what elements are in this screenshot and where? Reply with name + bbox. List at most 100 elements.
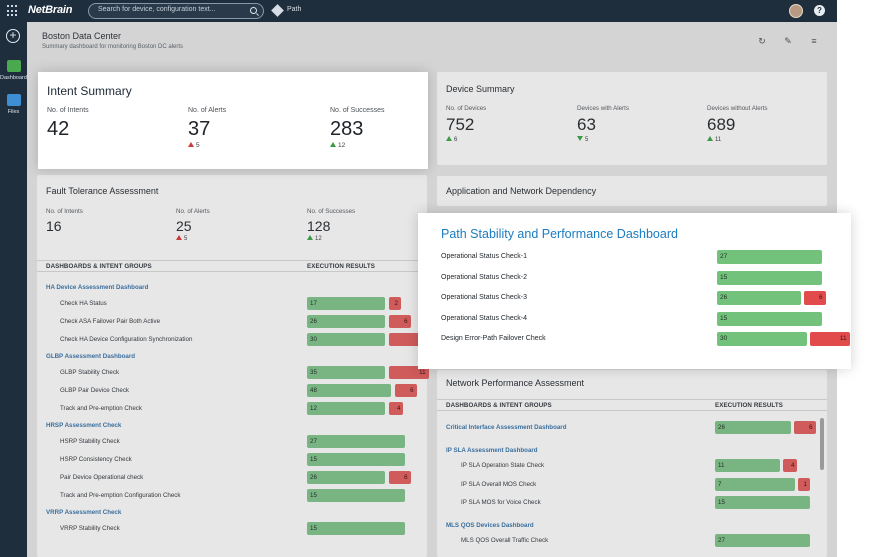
table-row[interactable]: IP SLA Operation State Check — [461, 462, 545, 469]
netbrain-logo[interactable]: NetBrain — [28, 4, 73, 16]
column-header-groups[interactable]: DASHBOARDS & INTENT GROUPS — [46, 263, 152, 270]
stat-value: 42 — [47, 118, 70, 140]
success-bar[interactable]: 35 — [307, 366, 385, 379]
alert-bar[interactable]: 11 — [810, 332, 850, 346]
table-row[interactable]: HSRP Stability Check — [60, 438, 120, 445]
table-row[interactable]: Operational Status Check-4 — [441, 314, 527, 322]
refresh-icon[interactable]: ↻ — [758, 36, 766, 46]
group-title[interactable]: IP SLA Assessment Dashboard — [446, 447, 538, 454]
stat-devices-without-alerts: Devices without Alerts 689 11 — [707, 105, 768, 143]
table-row[interactable]: GLBP Pair Device Check — [60, 387, 130, 394]
column-header-groups[interactable]: DASHBOARDS & INTENT GROUPS — [446, 402, 552, 409]
group-title[interactable]: GLBP Assessment Dashboard — [46, 353, 136, 360]
table-row[interactable]: IP SLA MOS for Voice Check — [461, 499, 541, 506]
success-bar[interactable]: 12 — [307, 402, 385, 415]
edit-icon[interactable]: ✎ — [784, 36, 792, 46]
success-bar[interactable]: 15 — [717, 311, 822, 326]
scrollbar[interactable] — [820, 418, 824, 470]
success-bar[interactable]: 26 — [307, 471, 385, 484]
success-bar[interactable]: 48 — [307, 384, 391, 397]
alert-bar[interactable]: 2 — [389, 297, 401, 310]
stat-delta: 5 — [577, 136, 629, 143]
avatar[interactable] — [789, 4, 803, 18]
stat-value: 25 — [176, 218, 192, 234]
success-bar[interactable]: 26 — [717, 291, 801, 305]
alert-bar[interactable]: 6 — [395, 384, 417, 397]
success-bar[interactable]: 15 — [307, 489, 405, 502]
stat-label: No. of Alerts — [188, 107, 227, 114]
alert-bar[interactable]: 6 — [389, 471, 411, 484]
success-bar[interactable]: 27 — [307, 435, 405, 448]
dashboard-icon — [6, 60, 21, 72]
table-row[interactable]: Check HA Status — [60, 300, 107, 307]
alert-bar[interactable]: 11 — [389, 366, 429, 379]
success-bar[interactable]: 27 — [715, 533, 810, 547]
stat-label: Devices with Alerts — [577, 105, 629, 112]
success-bar[interactable]: 26 — [715, 421, 791, 434]
group-title[interactable]: MLS QOS Devices Dashboard — [446, 521, 534, 529]
group-title[interactable]: VRRP Assessment Check — [46, 509, 122, 516]
top-bar: NetBrain Search for device, configuratio… — [0, 0, 837, 22]
alert-bar[interactable]: 6 — [794, 421, 816, 434]
help-icon[interactable]: ? — [814, 5, 825, 16]
group-title[interactable]: HA Device Assessment Dashboard — [46, 284, 149, 291]
stat-delta: 5 — [176, 235, 210, 242]
success-bar[interactable]: 15 — [307, 453, 405, 466]
search-placeholder: Search for device, configuration text... — [98, 6, 216, 13]
table-row[interactable]: Operational Status Check-2 — [441, 273, 527, 281]
network-performance-panel: Network Performance Assessment DASHBOARD… — [437, 370, 827, 557]
fault-tolerance-panel: Fault Tolerance Assessment No. of Intent… — [37, 175, 429, 557]
search-input[interactable]: Search for device, configuration text... — [88, 3, 264, 19]
table-row[interactable]: Operational Status Check-1 — [441, 253, 527, 260]
path-button[interactable]: Path — [287, 6, 302, 13]
table-row[interactable]: IP SLA Overall MOS Check — [461, 480, 537, 488]
success-bar[interactable]: 15 — [307, 522, 405, 535]
stat-delta: 11 — [707, 136, 768, 143]
table-row[interactable]: Pair Device Operational check — [60, 474, 144, 481]
stat-successes: No. of Successes 283 12 — [330, 107, 384, 149]
table-row[interactable]: Track and Pre-emption Configuration Chec… — [60, 492, 181, 499]
group-title[interactable]: Critical Interface Assessment Dashboard — [446, 424, 567, 431]
table-row[interactable]: VRRP Stability Check — [60, 525, 120, 532]
column-header-results[interactable]: EXECUTION RESULTS — [715, 402, 783, 409]
panel-title: Network Performance Assessment — [446, 378, 585, 388]
alert-bar[interactable]: 6 — [389, 315, 411, 328]
success-bar[interactable]: 11 — [715, 459, 780, 472]
table-row[interactable]: Track and Pre-emption Check — [60, 405, 142, 412]
stat-successes: No. of Successes 128 12 — [307, 208, 355, 242]
alert-bar[interactable]: 6 — [804, 291, 826, 305]
table-row[interactable]: HSRP Consistency Check — [60, 456, 132, 463]
column-header-results[interactable]: EXECUTION RESULTS — [307, 263, 375, 270]
table-row[interactable]: MLS QOS Overall Traffic Check — [461, 536, 549, 544]
group-title[interactable]: HRSP Assessment Check — [46, 422, 122, 429]
table-row[interactable]: GLBP Stability Check — [60, 369, 120, 376]
table-row[interactable]: Check HA Device Configuration Synchroniz… — [60, 336, 193, 343]
stat-value: 16 — [46, 218, 62, 234]
app-grid-icon[interactable] — [7, 5, 19, 17]
trend-down-icon — [577, 136, 583, 141]
path-icon[interactable] — [271, 4, 284, 17]
add-icon[interactable]: + — [6, 29, 20, 43]
table-row[interactable]: Operational Status Check-3 — [441, 294, 527, 301]
alert-bar[interactable]: 4 — [389, 402, 404, 415]
success-bar[interactable]: 15 — [717, 270, 822, 285]
search-icon[interactable] — [250, 7, 257, 14]
table-row[interactable]: Check ASA Failover Pair Both Active — [60, 318, 161, 325]
trend-up-icon — [307, 235, 313, 240]
sidebar-item-dashboard[interactable]: Dashboard — [0, 60, 27, 81]
stat-value: 63 — [577, 115, 596, 134]
success-bar[interactable]: 30 — [717, 332, 807, 346]
panel-title: Application and Network Dependency — [446, 186, 597, 196]
sidebar-item-files[interactable]: Files — [0, 94, 27, 115]
success-bar[interactable]: 30 — [307, 333, 385, 346]
success-bar[interactable]: 17 — [307, 297, 385, 310]
success-bar[interactable]: 26 — [307, 315, 385, 328]
success-bar[interactable]: 27 — [717, 250, 822, 264]
success-bar[interactable]: 7 — [715, 477, 795, 491]
alert-bar[interactable]: 4 — [783, 459, 798, 472]
table-row[interactable]: Design Error-Path Failover Check — [441, 335, 546, 342]
alert-bar[interactable]: 1 — [798, 477, 810, 491]
menu-icon[interactable]: ≡ — [811, 36, 817, 46]
success-bar[interactable]: 15 — [715, 496, 810, 509]
